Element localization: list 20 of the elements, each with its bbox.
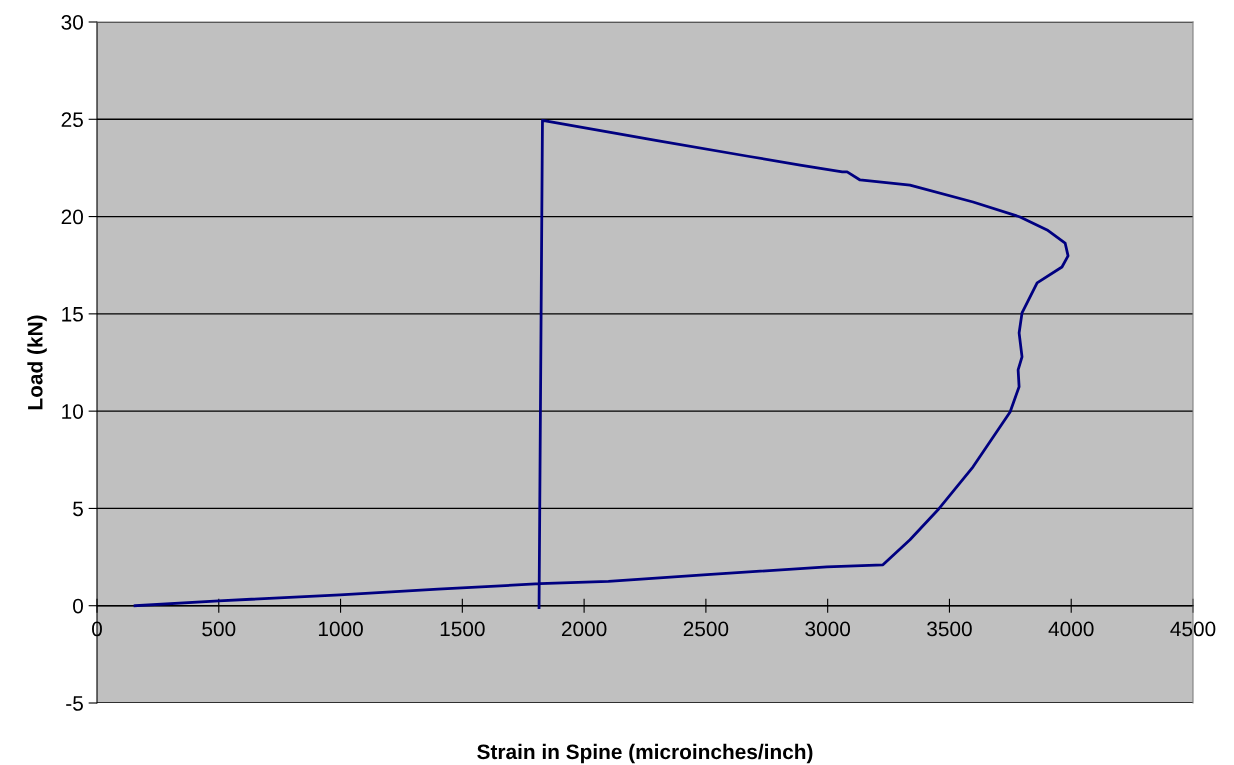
y-tick-label: 10 xyxy=(62,404,83,419)
x-tick-label: 1000 xyxy=(318,621,363,637)
x-tick-label: 3000 xyxy=(805,621,851,637)
y-tick-label: 5 xyxy=(73,501,83,517)
x-tick-label: 2500 xyxy=(683,621,729,637)
y-tick-label: -5 xyxy=(66,696,83,711)
y-axis-title: Load (kN) xyxy=(27,315,47,410)
y-tick-label: 20 xyxy=(61,209,83,225)
y-tick-label: 25 xyxy=(61,112,83,128)
x-tick-label: 3500 xyxy=(927,621,972,637)
x-tick-label: 1500 xyxy=(440,621,485,637)
x-tick-label: 4500 xyxy=(1170,621,1216,637)
x-tick-label: 2000 xyxy=(561,621,607,637)
x-axis-title: Strain in Spine (microinches/inch) xyxy=(477,743,813,764)
x-tick-label: 500 xyxy=(202,621,236,637)
y-tick-label: 30 xyxy=(61,15,83,30)
x-tick-label: 4000 xyxy=(1048,621,1094,637)
line-series xyxy=(133,119,1070,610)
y-tick-label: 15 xyxy=(62,307,83,322)
y-tick-label: 0 xyxy=(73,598,83,614)
